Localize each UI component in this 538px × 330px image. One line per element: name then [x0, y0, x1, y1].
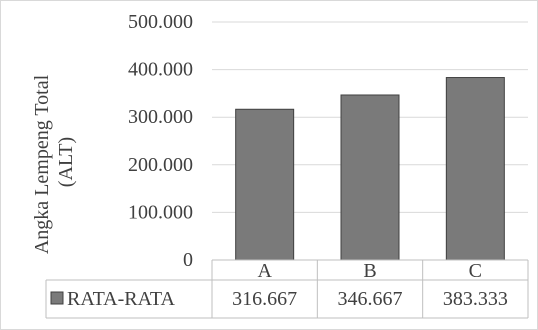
- y-axis-label-line-1: Angka Lempeng Total: [31, 74, 53, 254]
- category-label: A: [257, 260, 272, 282]
- y-axis-label: Angka Lempeng Total (ALT): [31, 70, 77, 254]
- bar: [340, 94, 400, 261]
- y-tick-label: 500.000: [128, 11, 193, 33]
- category-label: B: [363, 260, 376, 282]
- data-value-label: 316.667: [232, 288, 297, 310]
- y-tick-label: 200.000: [128, 154, 193, 176]
- y-tick-labels: 0 100.000 200.000 300.000 400.000 500.000: [128, 11, 193, 271]
- bars: [235, 77, 505, 261]
- y-tick-label: 300.000: [128, 106, 193, 128]
- bar: [445, 77, 505, 261]
- category-label: C: [469, 260, 482, 282]
- legend-key: [50, 291, 64, 305]
- data-value-label: 346.667: [338, 288, 403, 310]
- y-tick-label: 0: [183, 249, 193, 271]
- legend-series-label: RATA-RATA: [67, 288, 175, 310]
- y-axis-label-line-2: (ALT): [55, 137, 77, 187]
- data-value-label: 383.333: [443, 288, 508, 310]
- y-tick-label: 400.000: [128, 59, 193, 81]
- data-table: A 316.667 B 346.667 C 383.333 RATA-RATA: [45, 259, 529, 319]
- bar: [235, 108, 295, 261]
- y-tick-label: 100.000: [128, 201, 193, 223]
